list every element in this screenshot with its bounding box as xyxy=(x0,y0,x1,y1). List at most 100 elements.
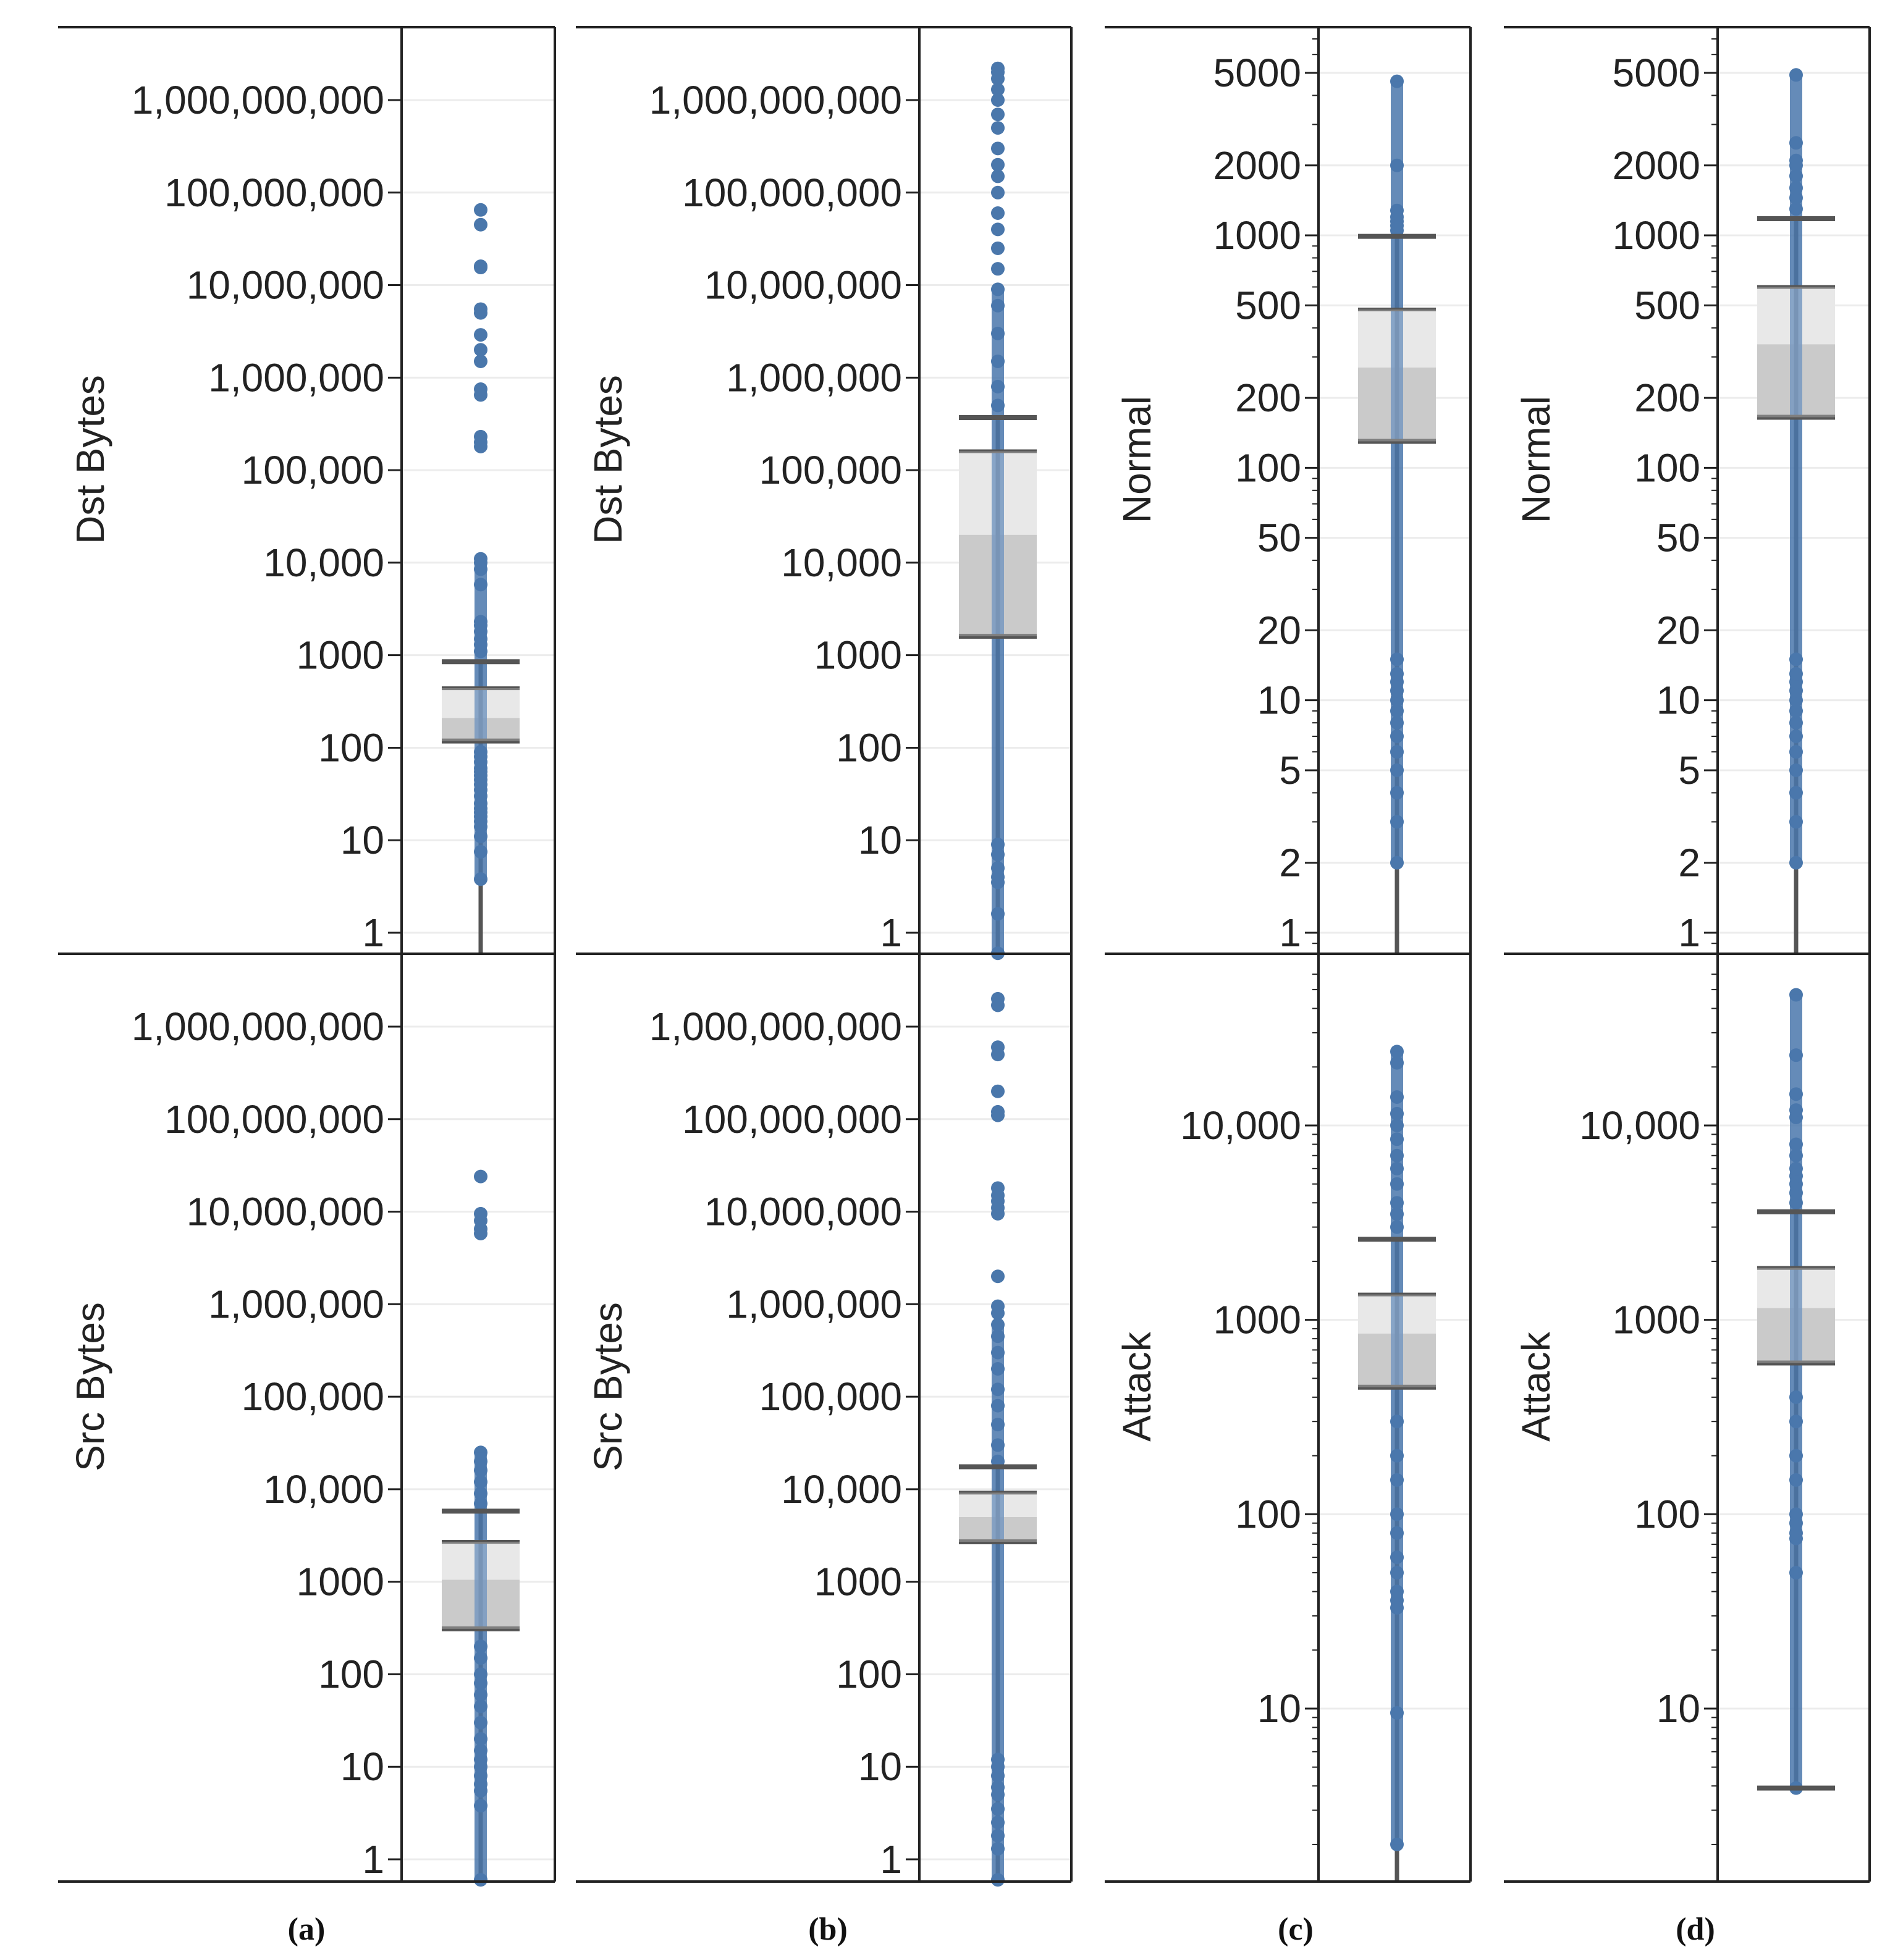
data-point xyxy=(991,158,1005,172)
box-overlay xyxy=(1757,1268,1835,1363)
data-point xyxy=(474,1206,487,1221)
panel-c-top: 1 2 5 10 20 50 100 200 500 1000 2000 5000 Normal xyxy=(1105,26,1472,955)
tick-label: 100,000,000 xyxy=(164,1097,384,1142)
data-point xyxy=(991,141,1005,156)
tick-label: 5 xyxy=(1279,748,1301,793)
tick-label: 1 xyxy=(880,911,902,955)
data-point xyxy=(991,241,1005,255)
data-point xyxy=(474,328,487,342)
tick-label: 10 xyxy=(1257,1686,1301,1731)
captions: (a) (b) (c) (d) xyxy=(288,1912,1715,1947)
tick-label: 2 xyxy=(1279,841,1301,885)
tick-label: 1000 xyxy=(1613,1298,1700,1342)
tick-label: 20 xyxy=(1257,608,1301,652)
tick-label: 2 xyxy=(1678,841,1700,885)
tick-label: 100,000 xyxy=(242,1374,384,1419)
tick-label: 10,000 xyxy=(263,1467,384,1512)
tick-label: 10 xyxy=(858,818,902,862)
data-point xyxy=(991,1299,1005,1313)
tick-label: 100,000 xyxy=(759,1374,902,1419)
data-point xyxy=(474,217,487,232)
y-axis-title: Attack xyxy=(1115,1331,1159,1442)
tick-label: 10,000,000 xyxy=(187,1190,384,1234)
y-axis-title: Dst Bytes xyxy=(68,375,112,544)
y-axis-title: Attack xyxy=(1514,1331,1558,1442)
tick-label: 1000 xyxy=(814,633,902,678)
caption-a: (a) xyxy=(288,1912,326,1947)
data-point xyxy=(991,93,1005,107)
data-point xyxy=(991,61,1005,75)
data-point xyxy=(474,203,487,217)
tick-label: 10,000 xyxy=(1579,1103,1700,1148)
tick-label: 100,000 xyxy=(242,448,384,492)
data-point xyxy=(474,259,487,273)
tick-label: 1000 xyxy=(1213,1298,1301,1342)
panel-d-bottom: 10 100 1000 10,000 Attack xyxy=(1504,953,1871,1883)
data-point xyxy=(991,1269,1005,1284)
data-point xyxy=(991,991,1005,1006)
tick-label: 1,000,000 xyxy=(208,1282,384,1326)
tick-label: 10 xyxy=(858,1744,902,1789)
point-band xyxy=(1391,81,1403,863)
tick-label: 1,000,000 xyxy=(208,355,384,400)
data-point xyxy=(991,1040,1005,1054)
tick-label: 1000 xyxy=(297,633,384,678)
tick-label: 100,000 xyxy=(759,448,902,492)
tick-label: 10 xyxy=(1656,678,1700,723)
tick-label: 100 xyxy=(1235,1492,1301,1536)
tick-label: 1000 xyxy=(1213,213,1301,258)
data-point xyxy=(991,222,1005,237)
point-band xyxy=(475,558,487,880)
data-point xyxy=(474,343,487,357)
tick-label: 50 xyxy=(1257,516,1301,560)
tick-label: 100 xyxy=(1235,445,1301,490)
tick-label: 10,000,000 xyxy=(704,263,902,308)
data-point xyxy=(991,1104,1005,1119)
point-band xyxy=(1790,75,1802,863)
tick-label: 2000 xyxy=(1213,143,1301,188)
tick-label: 10,000,000 xyxy=(704,1190,902,1234)
box-overlay xyxy=(442,1542,520,1629)
y-axis-title: Normal xyxy=(1514,396,1558,523)
tick-label: 100 xyxy=(1634,445,1700,490)
tick-label: 100 xyxy=(318,1652,384,1696)
data-point xyxy=(991,107,1005,122)
tick-label: 10,000 xyxy=(1180,1103,1301,1148)
panel-c-bottom: 10 100 1000 10,000 Attack xyxy=(1105,953,1472,1883)
point-band xyxy=(475,1452,487,1880)
tick-label: 100 xyxy=(1634,1492,1700,1536)
box-overlay xyxy=(442,688,520,741)
tick-label: 2000 xyxy=(1613,143,1700,188)
tick-label: 1,000,000 xyxy=(726,1282,902,1326)
box-overlay xyxy=(1358,309,1436,442)
y-axis-title: Normal xyxy=(1115,396,1159,523)
data-point xyxy=(991,1084,1005,1098)
point-band xyxy=(992,289,1004,954)
panel-d-top: 1 2 5 10 20 50 100 200 500 1000 2000 5000 Normal xyxy=(1504,26,1871,955)
caption-c: (c) xyxy=(1278,1912,1314,1947)
tick-label: 10 xyxy=(340,818,384,862)
tick-label: 100 xyxy=(318,725,384,770)
tick-label: 1,000,000 xyxy=(726,355,902,400)
data-point xyxy=(991,121,1005,135)
panel-a-bottom: 1 10 100 1000 10,000 100,000 1,000,000 10,000,0… xyxy=(58,953,556,1887)
tick-label: 100 xyxy=(836,725,902,770)
box-overlay xyxy=(959,1492,1037,1542)
data-point xyxy=(474,302,487,316)
y-axis-title: Src Bytes xyxy=(586,1302,630,1471)
tick-label: 100,000,000 xyxy=(682,1097,902,1142)
tick-label: 1000 xyxy=(297,1560,384,1604)
point-band xyxy=(1790,995,1802,1788)
panels: 1 10 100 1000 10,000 100,000 1,000,000 10,000,0… xyxy=(58,26,1871,1887)
data-point xyxy=(474,429,487,444)
tick-label: 200 xyxy=(1634,376,1700,420)
y-axis-title: Src Bytes xyxy=(68,1302,112,1471)
tick-label: 5000 xyxy=(1213,51,1301,95)
tick-label: 1000 xyxy=(814,1560,902,1604)
tick-label: 5 xyxy=(1678,748,1700,793)
data-point xyxy=(474,382,487,397)
y-axis-title: Dst Bytes xyxy=(586,375,630,544)
data-point xyxy=(991,1181,1005,1195)
tick-label: 1,000,000,000 xyxy=(132,78,384,122)
point-band xyxy=(992,1324,1004,1880)
